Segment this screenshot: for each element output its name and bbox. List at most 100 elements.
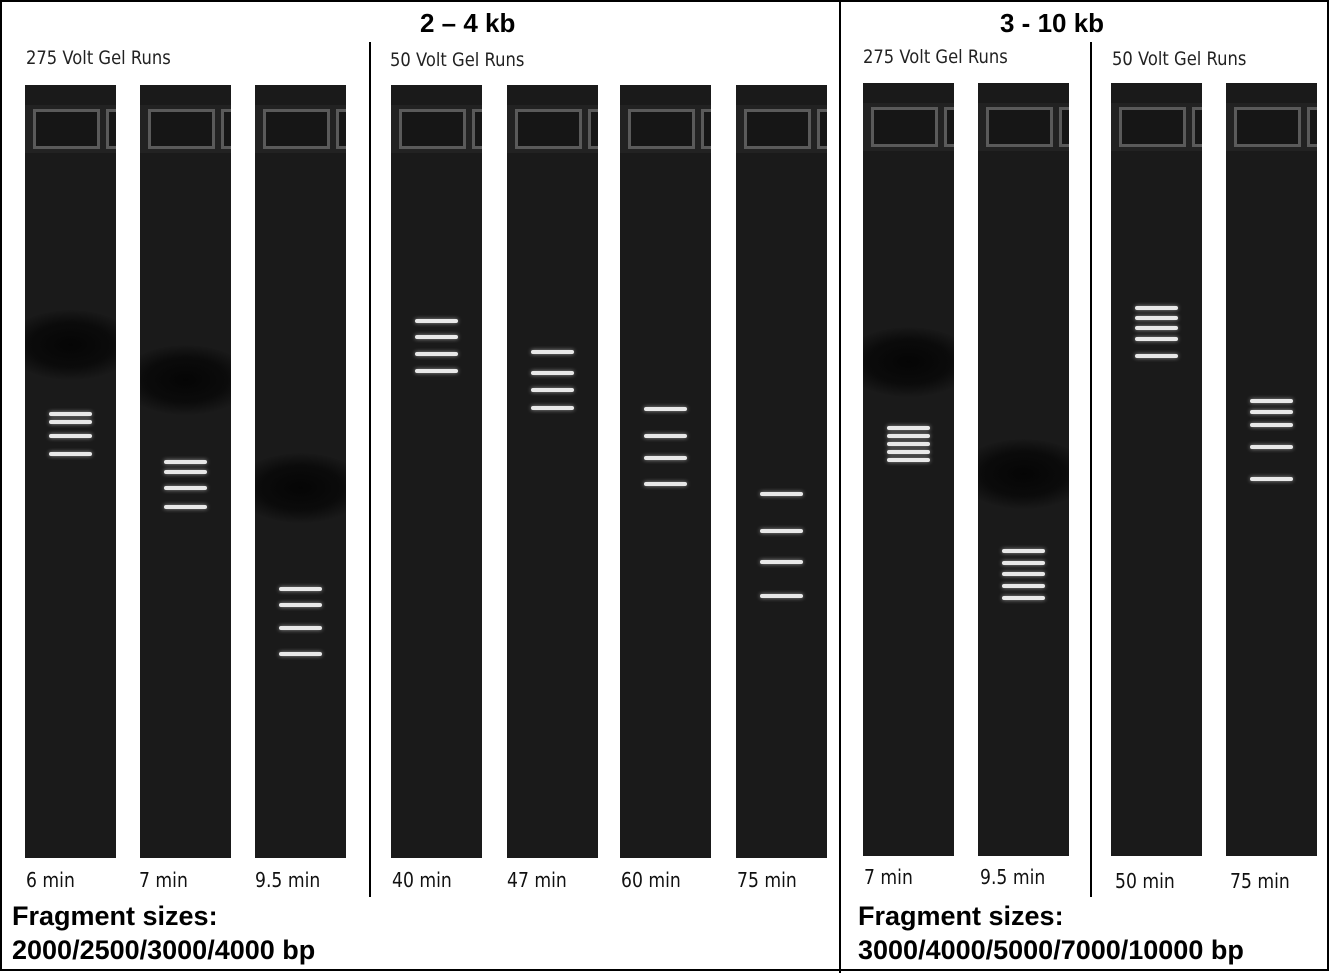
gel-well bbox=[871, 107, 938, 147]
lane-time-label: 75 min bbox=[737, 868, 797, 892]
gel-well-edge bbox=[817, 109, 827, 149]
loading-dye-front bbox=[978, 439, 1069, 509]
gel-well bbox=[628, 109, 695, 149]
dna-band bbox=[279, 626, 322, 630]
gel-well bbox=[1234, 107, 1301, 147]
gel-well bbox=[33, 109, 100, 149]
dna-band bbox=[1002, 596, 1045, 600]
lane-time-label: 40 min bbox=[392, 868, 452, 892]
dna-band bbox=[1250, 445, 1293, 449]
dna-band bbox=[279, 587, 322, 591]
left-fragment-caption: Fragment sizes: bbox=[12, 901, 218, 931]
lane-time-label: 7 min bbox=[139, 868, 188, 892]
dna-band bbox=[415, 335, 458, 339]
lane-time-label: 7 min bbox=[864, 865, 913, 889]
dna-band bbox=[49, 434, 92, 438]
dna-band bbox=[760, 560, 803, 564]
dna-band bbox=[887, 458, 930, 462]
gel-lane bbox=[255, 85, 346, 858]
dna-band bbox=[164, 460, 207, 464]
right-panel-title: 3 - 10 kb bbox=[1000, 8, 1105, 38]
dna-band bbox=[644, 434, 687, 438]
gel-well-edge bbox=[336, 109, 346, 149]
dna-band bbox=[49, 420, 92, 424]
gel-lane bbox=[736, 85, 827, 858]
gel-lane bbox=[507, 85, 598, 858]
right-group-label-275v: 275 Volt Gel Runs bbox=[863, 46, 1008, 68]
lane-time-label: 6 min bbox=[26, 868, 75, 892]
left-group-label-275v: 275 Volt Gel Runs bbox=[26, 47, 171, 69]
lane-time-label: 75 min bbox=[1230, 869, 1290, 893]
loading-dye-front bbox=[140, 345, 231, 415]
dna-band bbox=[1250, 423, 1293, 427]
right-group-divider bbox=[1090, 42, 1092, 897]
loading-dye-front bbox=[25, 310, 116, 380]
dna-band bbox=[1002, 584, 1045, 588]
lane-time-label: 50 min bbox=[1115, 869, 1175, 893]
dna-band bbox=[164, 505, 207, 509]
gel-lane bbox=[1111, 83, 1202, 856]
lane-time-label: 9.5 min bbox=[255, 868, 321, 892]
gel-well bbox=[263, 109, 330, 149]
left-fragment-sizes: 2000/2500/3000/4000 bp bbox=[12, 935, 316, 965]
dna-band bbox=[49, 452, 92, 456]
dna-band bbox=[760, 492, 803, 496]
dna-band bbox=[164, 486, 207, 490]
dna-band bbox=[279, 652, 322, 656]
dna-band bbox=[49, 412, 92, 416]
dna-band bbox=[531, 371, 574, 375]
gel-well-edge bbox=[1307, 107, 1317, 147]
loading-dye-front bbox=[863, 327, 954, 397]
dna-band bbox=[531, 350, 574, 354]
gel-well-edge bbox=[1192, 107, 1202, 147]
left-group-divider bbox=[369, 42, 371, 897]
dna-band bbox=[531, 406, 574, 410]
dna-band bbox=[1250, 399, 1293, 403]
dna-band bbox=[1002, 572, 1045, 576]
dna-band bbox=[1002, 561, 1045, 565]
gel-well-edge bbox=[221, 109, 231, 149]
gel-well bbox=[744, 109, 811, 149]
lane-time-label: 60 min bbox=[621, 868, 681, 892]
dna-band bbox=[1250, 477, 1293, 481]
dna-band bbox=[760, 529, 803, 533]
gel-well bbox=[1119, 107, 1186, 147]
gel-well bbox=[148, 109, 215, 149]
gel-lane bbox=[391, 85, 482, 858]
gel-lane bbox=[620, 85, 711, 858]
dna-band bbox=[1135, 306, 1178, 310]
gel-well bbox=[515, 109, 582, 149]
gel-well-edge bbox=[1059, 107, 1069, 147]
lane-time-label: 47 min bbox=[507, 868, 567, 892]
gel-well bbox=[399, 109, 466, 149]
gel-well bbox=[986, 107, 1053, 147]
dna-band bbox=[760, 594, 803, 598]
dna-band bbox=[1250, 410, 1293, 414]
loading-dye-front bbox=[255, 453, 346, 523]
dna-band bbox=[531, 388, 574, 392]
dna-band bbox=[1135, 326, 1178, 330]
gel-well-edge bbox=[701, 109, 711, 149]
lane-time-label: 9.5 min bbox=[980, 865, 1046, 889]
dna-band bbox=[415, 369, 458, 373]
dna-band bbox=[887, 442, 930, 446]
dna-band bbox=[164, 470, 207, 474]
dna-band bbox=[279, 603, 322, 607]
dna-band bbox=[887, 426, 930, 430]
dna-band bbox=[644, 456, 687, 460]
right-group-label-50v: 50 Volt Gel Runs bbox=[1112, 48, 1247, 70]
left-group-label-50v: 50 Volt Gel Runs bbox=[390, 49, 525, 71]
right-fragment-sizes: 3000/4000/5000/7000/10000 bp bbox=[858, 935, 1244, 965]
gel-lane bbox=[1226, 83, 1317, 856]
gel-lane bbox=[863, 83, 954, 856]
gel-lane bbox=[978, 83, 1069, 856]
dna-band bbox=[887, 434, 930, 438]
panel-divider bbox=[839, 0, 841, 973]
dna-band bbox=[415, 319, 458, 323]
left-panel-title: 2 – 4 kb bbox=[420, 8, 516, 38]
dna-band bbox=[644, 482, 687, 486]
gel-lane bbox=[140, 85, 231, 858]
dna-band bbox=[1135, 354, 1178, 358]
